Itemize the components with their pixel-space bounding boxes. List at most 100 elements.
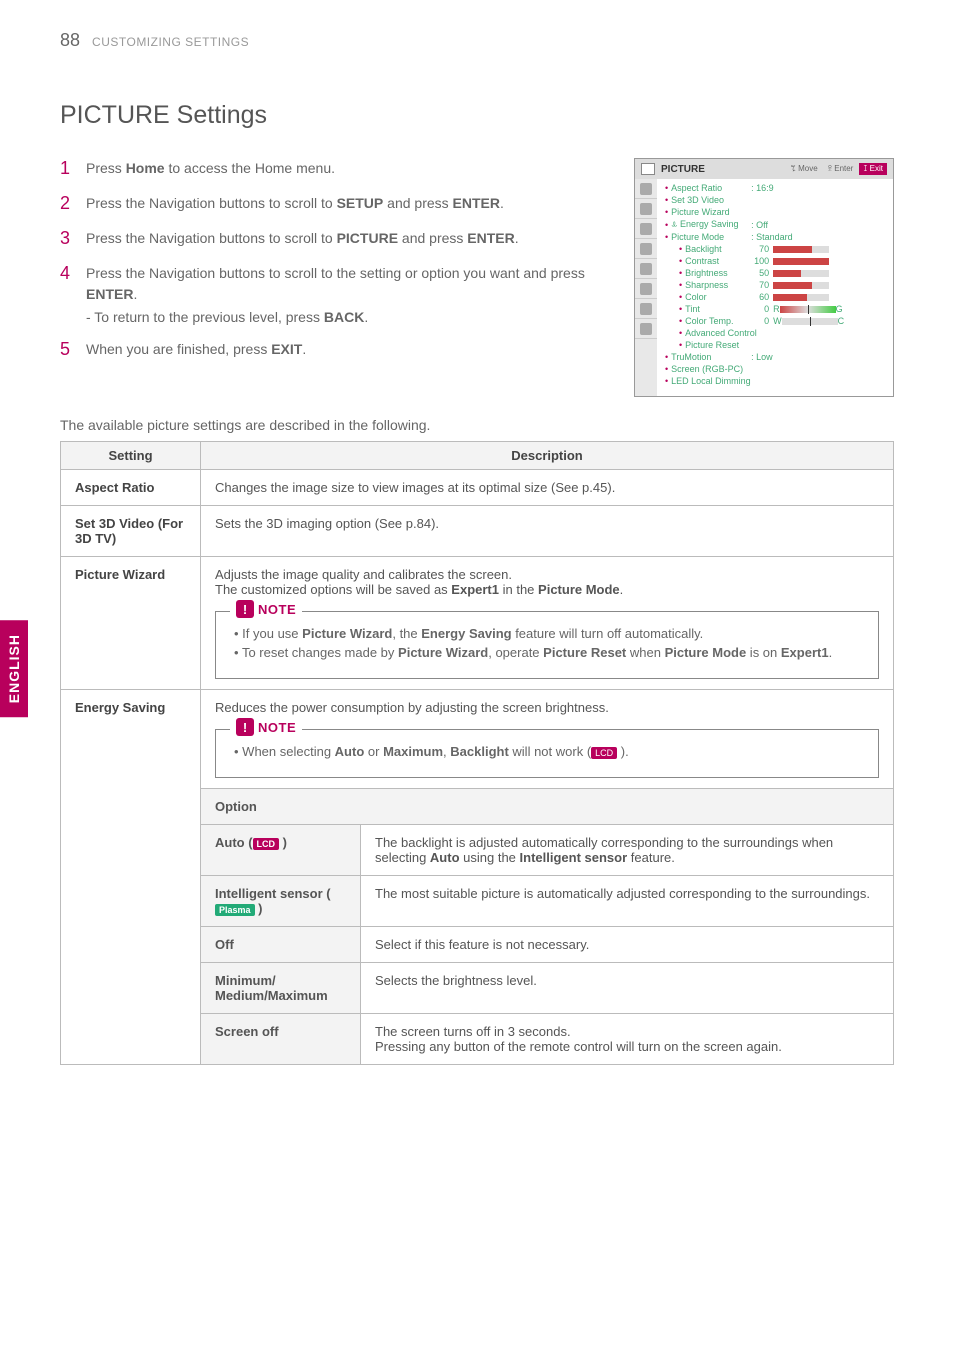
osd-item: Set 3D Video: [671, 195, 751, 205]
step-number: 2: [60, 193, 74, 214]
steps-list: 1 Press Home to access the Home menu. 2 …: [60, 158, 614, 374]
osd-tab-icon: [640, 203, 652, 215]
settings-table: Setting Description Aspect Ratio Changes…: [60, 441, 894, 1065]
opt-min-desc: Selects the brightness level.: [361, 963, 894, 1014]
row-set3d-desc: Sets the 3D imaging option (See p.84).: [201, 506, 894, 557]
step-2: 2 Press the Navigation buttons to scroll…: [60, 193, 614, 214]
osd-tab-icon: [640, 323, 652, 335]
step-text: .: [500, 195, 504, 211]
osd-item: ꕊ Energy Saving: [671, 219, 751, 230]
osd-bottom: Screen (RGB-PC): [671, 364, 751, 374]
opt-screenoff-desc: The screen turns off in 3 seconds.Pressi…: [361, 1014, 894, 1065]
osd-title: PICTURE: [661, 164, 780, 175]
step-bold: ENTER: [86, 286, 133, 302]
step-text: and press: [398, 230, 467, 246]
step-number: 5: [60, 339, 74, 360]
osd-plain: Picture Reset: [685, 340, 751, 350]
osd-item: Picture Mode: [671, 232, 751, 242]
row-aspect-label: Aspect Ratio: [61, 470, 201, 506]
step-bold: PICTURE: [337, 230, 398, 246]
note-icon: !: [236, 718, 254, 736]
page-header: 88 CUSTOMIZING SETTINGS: [60, 30, 894, 51]
th-description: Description: [201, 442, 894, 470]
step-text: Press the Navigation buttons to scroll t…: [86, 195, 337, 211]
osd-subitem: Color: [685, 292, 751, 302]
note-box: !NOTE If you use Picture Wizard, the Ene…: [215, 611, 879, 679]
step-bold: SETUP: [337, 195, 384, 211]
opt-min-label: Minimum/ Medium/Maximum: [201, 963, 361, 1014]
osd-colortemp: Color Temp.: [685, 316, 751, 326]
step-4-sub: - To return to the previous level, press…: [86, 309, 614, 325]
note-title: NOTE: [258, 602, 296, 617]
osd-enter: ꕉ Enter: [828, 164, 854, 174]
step-text: to access the Home menu.: [165, 160, 335, 176]
lcd-badge: LCD: [253, 838, 280, 850]
osd-exit: ꕯ Exit: [859, 163, 887, 175]
plasma-badge: Plasma: [215, 904, 255, 916]
osd-item: Aspect Ratio: [671, 183, 751, 193]
row-energy-label: Energy Saving: [61, 690, 201, 1065]
osd-bottom: TruMotion: [671, 352, 751, 362]
note-title: NOTE: [258, 720, 296, 735]
step-text: When you are finished, press: [86, 341, 271, 357]
step-bold: ENTER: [453, 195, 500, 211]
step-number: 1: [60, 158, 74, 179]
opt-auto-desc: The backlight is adjusted automatically …: [361, 825, 894, 876]
step-1: 1 Press Home to access the Home menu.: [60, 158, 614, 179]
osd-tab-icon: [640, 243, 652, 255]
note-icon: !: [236, 600, 254, 618]
osd-subitem: Backlight: [685, 244, 751, 254]
th-setting: Setting: [61, 442, 201, 470]
step-bold: EXIT: [271, 341, 302, 357]
note-box: !NOTE When selecting Auto or Maximum, Ba…: [215, 729, 879, 778]
osd-tab-icon: [640, 283, 652, 295]
opt-off-label: Off: [201, 927, 361, 963]
step-bold: ENTER: [467, 230, 514, 246]
osd-icon: [641, 163, 655, 175]
step-text: .: [515, 230, 519, 246]
step-text: Press the Navigation buttons to scroll t…: [86, 230, 337, 246]
page-title: PICTURE Settings: [60, 101, 894, 130]
osd-tab-icon: [640, 263, 652, 275]
step-text: .: [302, 341, 306, 357]
osd-sidebar: [635, 179, 657, 396]
row-set3d-label: Set 3D Video (For 3D TV): [61, 506, 201, 557]
opt-screenoff-label: Screen off: [201, 1014, 361, 1065]
opt-off-desc: Select if this feature is not necessary.: [361, 927, 894, 963]
opt-intel-desc: The most suitable picture is automatical…: [361, 876, 894, 927]
step-text: .: [133, 286, 137, 302]
osd-tint: Tint: [685, 304, 751, 314]
table-intro: The available picture settings are descr…: [60, 417, 894, 433]
row-energy-desc: Reduces the power consumption by adjusti…: [201, 690, 894, 789]
option-header: Option: [201, 789, 894, 825]
osd-subitem: Sharpness: [685, 280, 751, 290]
osd-tab-icon: [640, 223, 652, 235]
step-text: and press: [383, 195, 452, 211]
row-aspect-desc: Changes the image size to view images at…: [201, 470, 894, 506]
step-5: 5 When you are finished, press EXIT.: [60, 339, 614, 360]
osd-subitem: Brightness: [685, 268, 751, 278]
osd-move: ꔂ Move: [790, 164, 817, 174]
step-number: 3: [60, 228, 74, 249]
step-text: Press the Navigation buttons to scroll t…: [86, 265, 585, 281]
section-title: CUSTOMIZING SETTINGS: [92, 35, 249, 49]
step-bold: Home: [126, 160, 165, 176]
row-wizard-desc: Adjusts the image quality and calibrates…: [201, 557, 894, 690]
row-wizard-label: Picture Wizard: [61, 557, 201, 690]
osd-preview: PICTURE ꔂ Move ꕉ Enter ꕯ Exit •Aspect: [634, 158, 894, 397]
lcd-badge: LCD: [591, 747, 617, 759]
step-4: 4 Press the Navigation buttons to scroll…: [60, 263, 614, 305]
page-number: 88: [60, 30, 80, 51]
language-tab: ENGLISH: [0, 620, 28, 717]
osd-bottom: LED Local Dimming: [671, 376, 751, 386]
step-3: 3 Press the Navigation buttons to scroll…: [60, 228, 614, 249]
step-text: Press: [86, 160, 126, 176]
opt-intel-label: Intelligent sensor (Plasma ): [201, 876, 361, 927]
osd-item: Picture Wizard: [671, 207, 751, 217]
osd-tab-icon: [640, 183, 652, 195]
step-number: 4: [60, 263, 74, 305]
osd-tab-icon: [640, 303, 652, 315]
osd-subitem: Contrast: [685, 256, 751, 266]
osd-plain: Advanced Control: [685, 328, 757, 338]
opt-auto-label: Auto (LCD ): [201, 825, 361, 876]
